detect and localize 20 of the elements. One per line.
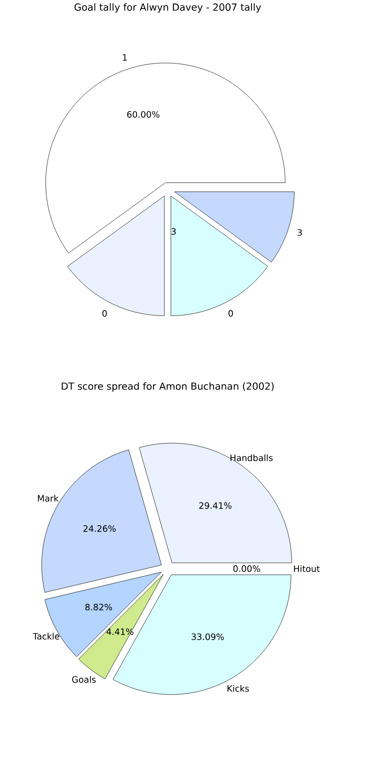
data-label: 33.09%: [192, 633, 224, 640]
slice-label: Handballs: [230, 454, 273, 462]
category-label: Hitout: [294, 565, 320, 572]
slice-label: Kicks: [228, 685, 249, 692]
slice-label: 0: [228, 310, 233, 317]
slice-label: 0: [102, 310, 107, 317]
text: 0.00%: [233, 565, 260, 572]
slice-label: Goals: [72, 676, 96, 683]
slice-label: Mark: [38, 494, 59, 502]
text: 3: [172, 228, 176, 235]
chart-title: DT score spread for Amon Buchanan (2002): [62, 382, 274, 392]
slice-label: Tackle: [32, 632, 60, 640]
data-label: 8.82%: [85, 604, 112, 610]
data-label: 60.00%: [127, 111, 160, 118]
data-label: 24.26%: [83, 525, 116, 532]
slice-label: 1: [122, 54, 127, 61]
data-label: 4.41%: [106, 628, 134, 635]
slice-label: 3: [298, 229, 302, 236]
chart-title: Goal tally for Alwyn Davey - 2007 tally: [74, 3, 262, 13]
data-label: 29.41%: [199, 502, 232, 509]
